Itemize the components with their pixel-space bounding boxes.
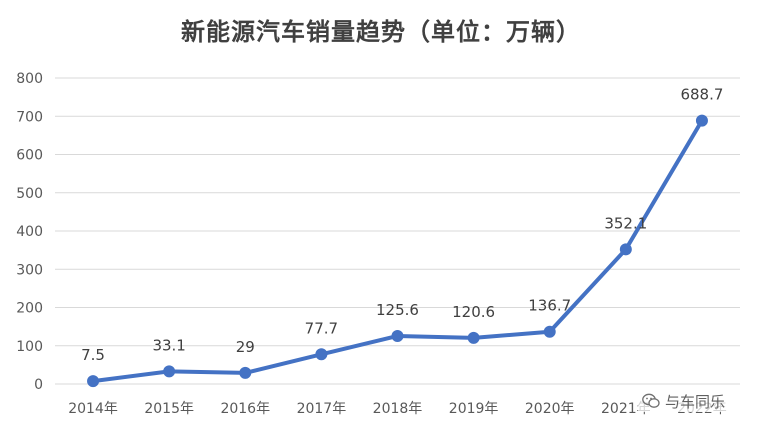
data-label: 352.1 [604,214,647,232]
y-tick-label: 200 [16,301,43,317]
x-tick-label: 2015年 [144,401,194,417]
data-point [467,331,480,344]
data-label: 29 [236,338,255,356]
y-tick-label: 500 [16,186,43,202]
chart-title: 新能源汽车销量趋势（单位：万辆） [181,17,581,46]
data-point [163,365,176,378]
x-tick-label: 2020年 [525,401,575,417]
data-point [87,375,100,388]
data-label: 120.6 [452,303,495,321]
data-label: 125.6 [376,301,419,319]
y-tick-label: 300 [16,262,43,278]
watermark-text: 与车同乐 [665,392,726,411]
data-point [315,348,328,361]
x-tick-label: 2017年 [297,401,347,417]
data-label: 688.7 [680,86,723,104]
x-tick-label: 2014年 [68,401,118,417]
data-label: 33.1 [152,336,185,354]
data-label: 136.7 [528,297,571,315]
x-tick-label: 2019年 [449,401,499,417]
data-point [619,243,632,256]
y-tick-label: 100 [16,339,43,355]
data-point [543,325,556,338]
data-point [239,366,252,379]
data-point [391,329,404,342]
x-tick-label: 2016年 [220,401,270,417]
wechat-icon [642,393,660,409]
data-point [695,114,708,127]
data-label: 7.5 [81,346,105,364]
x-tick-label: 2018年 [373,401,423,417]
data-label: 77.7 [305,319,338,337]
watermark: 与车同乐 [638,390,730,412]
y-tick-label: 700 [16,109,43,125]
y-tick-label: 400 [16,224,43,240]
y-tick-label: 800 [16,71,43,87]
y-tick-label: 0 [34,377,43,393]
y-tick-label: 600 [16,148,43,164]
